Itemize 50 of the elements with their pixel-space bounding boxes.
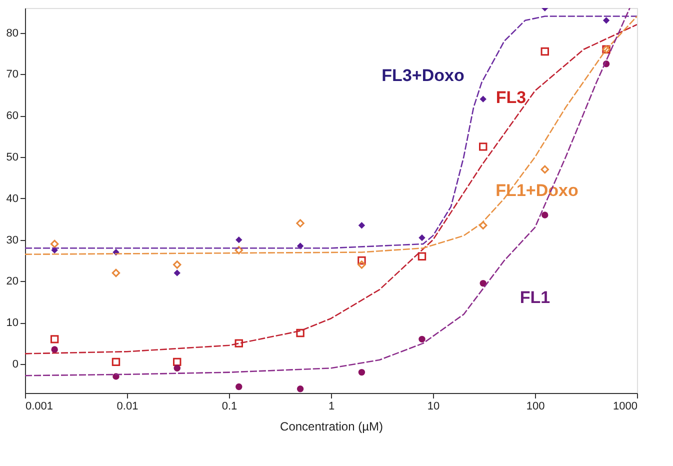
series-label: FL3+Doxo (382, 66, 464, 85)
point (602, 17, 610, 24)
x-tick-label: 10 (427, 400, 440, 412)
y-tick-label: 20 (6, 276, 18, 288)
point (174, 364, 180, 372)
point (112, 268, 120, 278)
x-tick-label: 0.001 (26, 400, 54, 412)
y-tick-label: 0 (12, 358, 18, 371)
x-tick-label: 100 (526, 400, 545, 412)
y-tick-label: 10 (6, 317, 18, 330)
point (540, 47, 549, 56)
point (51, 346, 58, 353)
point (358, 256, 366, 265)
point (418, 234, 426, 242)
point (234, 339, 243, 348)
point (358, 260, 366, 269)
x-tick-label: 0.1 (222, 400, 238, 412)
y-tick-label: 30 (6, 234, 18, 246)
point (480, 96, 486, 102)
point (296, 328, 304, 338)
point (358, 222, 366, 229)
point (542, 212, 548, 218)
text: FL3 (496, 88, 526, 107)
point (174, 270, 180, 276)
y-tick-label: 40 (6, 192, 18, 205)
series-label: FL1+Doxo (496, 181, 578, 200)
point (296, 219, 304, 228)
point (50, 240, 59, 248)
point (479, 142, 488, 151)
x-tick-label: 1000 (613, 400, 638, 412)
point (234, 246, 243, 254)
point (358, 368, 366, 376)
x-tick-label: 0.01 (116, 400, 138, 412)
point (173, 358, 182, 366)
x-axis-title: Concentration (µM) (280, 420, 383, 434)
y-tick-label: 60 (6, 110, 18, 122)
point (236, 236, 242, 244)
x-tick-label: 1 (328, 400, 335, 412)
point (236, 383, 242, 390)
point (112, 358, 120, 366)
point (173, 260, 182, 269)
point (50, 335, 59, 344)
y-tick-label: 70 (6, 68, 18, 81)
point (418, 252, 426, 260)
y-tick-label: 80 (6, 27, 18, 40)
point (296, 386, 304, 392)
y-tick-label: 50 (6, 152, 18, 164)
point (480, 280, 486, 287)
point (418, 336, 426, 343)
series-label: FL1 (520, 288, 550, 307)
